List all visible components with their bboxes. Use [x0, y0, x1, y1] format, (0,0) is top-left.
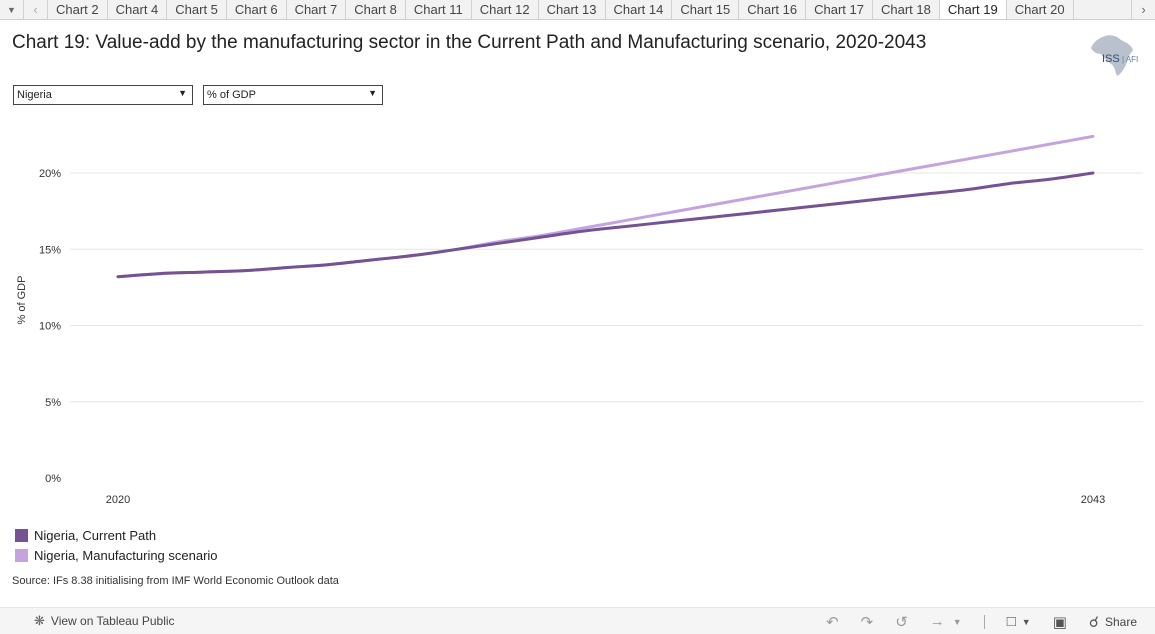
- country-filter-value: Nigeria: [17, 89, 52, 101]
- tab-chart-14[interactable]: Chart 14: [605, 0, 673, 19]
- chart-canvas: 0% 5% 10% 15% 20% 2020 2043: [39, 134, 1143, 506]
- chevron-down-icon: ▼: [368, 88, 377, 98]
- share-icon[interactable]: ☌: [1088, 613, 1099, 631]
- tab-chart-7[interactable]: Chart 7: [286, 0, 347, 19]
- y-tick-label: 15%: [39, 244, 61, 256]
- tab-chart-4[interactable]: Chart 4: [107, 0, 168, 19]
- chevron-down-icon: ▼: [178, 88, 187, 98]
- logo-main-text: ISS: [1102, 53, 1120, 65]
- tab-chart-13[interactable]: Chart 13: [538, 0, 606, 19]
- tab-chart-12[interactable]: Chart 12: [471, 0, 539, 19]
- tab-chart-15[interactable]: Chart 15: [672, 0, 740, 19]
- tableau-logo-icon: ❋: [34, 613, 45, 628]
- legend-swatch: [15, 548, 28, 562]
- download-icon[interactable]: □: [1006, 613, 1016, 630]
- tab-chart-19[interactable]: Chart 19: [939, 0, 1007, 19]
- view-on-tableau-public-link[interactable]: ❋ View on Tableau Public: [34, 613, 175, 629]
- tab-chart-20[interactable]: Chart 20: [1006, 0, 1074, 19]
- series-line-current-path[interactable]: [116, 171, 1095, 279]
- logo-sub-text: AFI: [1125, 55, 1139, 64]
- tab-chart-2[interactable]: Chart 2: [48, 0, 108, 19]
- logo-text: ISS | AFI: [1102, 53, 1139, 65]
- fullscreen-icon[interactable]: ▣: [1052, 613, 1067, 631]
- legend-label: Nigeria, Current Path: [34, 527, 157, 543]
- undo-icon[interactable]: ↶: [826, 613, 839, 631]
- share-button-label[interactable]: Share: [1104, 614, 1137, 629]
- x-tick-label: 2020: [106, 494, 130, 506]
- tab-chart-6[interactable]: Chart 6: [226, 0, 287, 19]
- chart-legend: Nigeria, Current Path Nigeria, Manufactur…: [15, 525, 218, 565]
- line-chart: 0% 5% 10% 15% 20% 2020 2043: [0, 110, 1155, 520]
- refresh-dropdown-icon[interactable]: ▼: [952, 616, 962, 627]
- revert-icon[interactable]: ↺: [895, 613, 908, 631]
- toolbar-divider: [983, 614, 985, 629]
- tableau-toolbar: ❋ View on Tableau Public ↶ ↷ ↺ → ▼ □ ▼ ▣…: [0, 607, 1155, 634]
- toolbar-actions: ↶ ↷ ↺ → ▼ □ ▼ ▣ ☌ Share: [804, 608, 1137, 634]
- legend-swatch: [15, 528, 28, 542]
- redo-icon[interactable]: ↷: [860, 613, 874, 631]
- source-note: Source: IFs 8.38 initialising from IMF W…: [12, 575, 339, 587]
- measure-filter-value: % of GDP: [207, 89, 256, 101]
- legend-item[interactable]: Nigeria, Manufacturing scenario: [15, 545, 218, 565]
- tab-chart-18[interactable]: Chart 18: [873, 0, 940, 19]
- view-on-tableau-public-label: View on Tableau Public: [50, 614, 175, 628]
- y-tick-label: 10%: [39, 321, 61, 333]
- tab-chart-5[interactable]: Chart 5: [167, 0, 227, 19]
- legend-item[interactable]: Nigeria, Current Path: [15, 525, 218, 545]
- tab-chart-8[interactable]: Chart 8: [346, 0, 406, 19]
- legend-label: Nigeria, Manufacturing scenario: [34, 547, 218, 563]
- tab-scroll-left-icon[interactable]: ‹: [24, 0, 48, 19]
- refresh-icon[interactable]: →: [929, 613, 945, 630]
- y-tick-label: 20%: [39, 168, 61, 180]
- x-tick-label: 2043: [1081, 494, 1105, 506]
- y-tick-label: 0%: [45, 473, 61, 485]
- tab-chart-17[interactable]: Chart 17: [806, 0, 873, 19]
- measure-filter-dropdown[interactable]: % of GDP ▼: [203, 85, 383, 105]
- y-axis-title: % of GDP: [16, 275, 28, 325]
- iss-africa-logo-icon: [1091, 35, 1133, 76]
- y-tick-label: 5%: [45, 397, 61, 409]
- series-line-manufacturing-scenario[interactable]: [116, 134, 1095, 279]
- country-filter-dropdown[interactable]: Nigeria ▼: [13, 85, 193, 105]
- tab-menu-dropdown-icon[interactable]: ▼: [0, 0, 24, 19]
- chart-title: Chart 19: Value-add by the manufacturing…: [12, 32, 927, 53]
- tab-chart-16[interactable]: Chart 16: [739, 0, 807, 19]
- tab-chart-11[interactable]: Chart 11: [405, 0, 472, 19]
- sheet-tabs: Chart 2 Chart 4 Chart 5 Chart 6 Chart 7 Chart…: [48, 0, 1131, 19]
- download-dropdown-icon[interactable]: ▼: [1021, 616, 1031, 627]
- tab-scroll-right-icon[interactable]: ›: [1131, 0, 1155, 19]
